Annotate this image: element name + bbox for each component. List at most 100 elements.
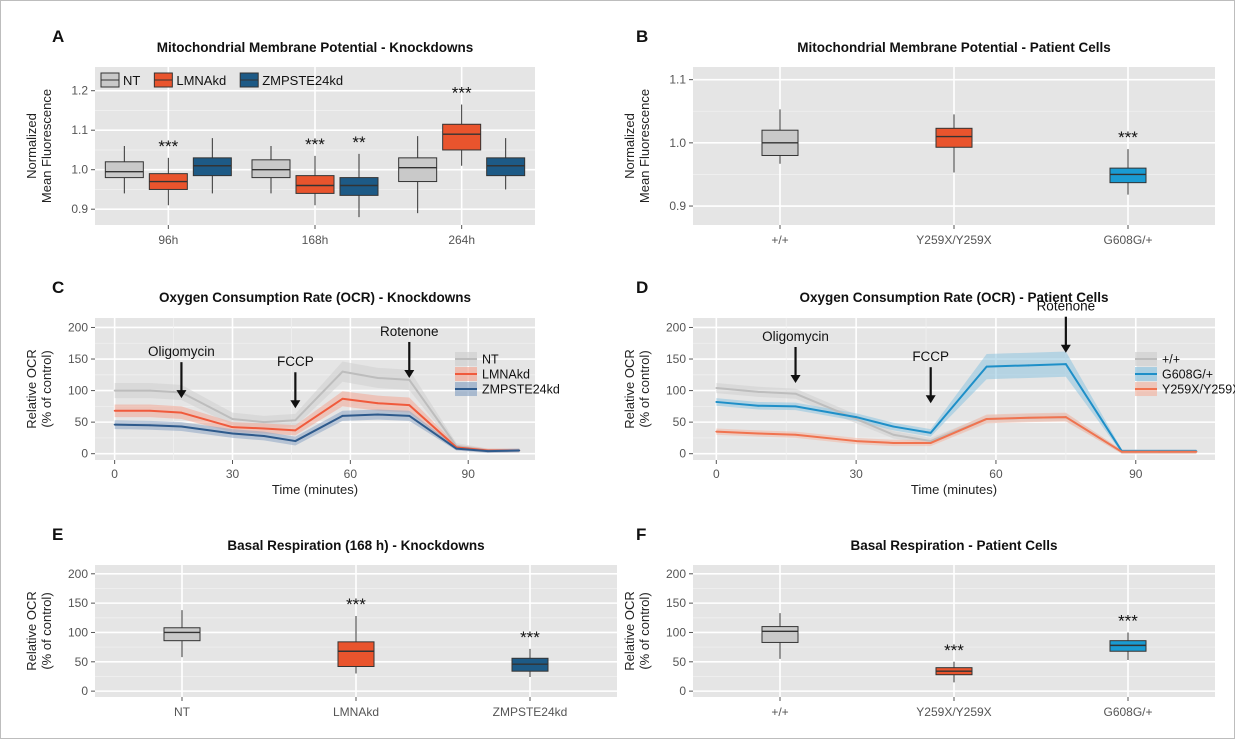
y-tick-label: 100 [68, 384, 88, 398]
panel-d: D Oxygen Consumption Rate (OCR) - Patient… [622, 278, 1235, 497]
series-point [341, 397, 344, 400]
series-point [294, 440, 297, 442]
series-point [794, 392, 797, 395]
series-point [263, 421, 265, 424]
series-point [1027, 364, 1030, 367]
significance-label: *** [1118, 128, 1138, 147]
x-tick-label: 264h [448, 233, 475, 247]
series-point [855, 416, 858, 418]
y-tick-label: 150 [68, 352, 88, 366]
annotation-arrow-head [404, 369, 415, 378]
series-point [376, 402, 379, 405]
legend-label: LMNAkd [176, 73, 226, 88]
series-point [757, 390, 760, 393]
annotation-arrow-head [925, 395, 936, 404]
series-band [114, 361, 520, 453]
series-band [716, 383, 1197, 454]
series-band [114, 391, 520, 453]
x-tick-label: LMNAkd [333, 705, 379, 719]
x-tick-label: 90 [462, 467, 476, 481]
y-tick-label: 100 [666, 384, 686, 398]
significance-label: ** [352, 133, 366, 152]
series-point [1064, 416, 1067, 418]
series-point [855, 440, 858, 442]
x-axis-title: Time (minutes) [911, 482, 997, 497]
y-tick-label: 0 [81, 447, 88, 461]
annotation-label: Rotenone [1037, 299, 1096, 314]
series-point [231, 426, 234, 429]
y-tick-label: 1.0 [71, 163, 88, 177]
series-point [929, 442, 932, 444]
panel-letter: C [52, 278, 64, 297]
y-axis-title: Relative OCR(% of control) [24, 591, 54, 670]
box-iqr [192, 157, 232, 177]
series-point [231, 418, 234, 420]
series-point [294, 429, 297, 432]
y-tick-label: 150 [666, 352, 686, 366]
y-tick-label: 200 [666, 567, 686, 581]
series-line [114, 397, 520, 452]
box-iqr [339, 177, 379, 196]
series-point [113, 409, 116, 412]
legend: +/+G608G/+Y259X/Y259X [1135, 352, 1235, 397]
series-point [757, 432, 760, 435]
y-axis-title-line: Normalized [24, 113, 39, 179]
panel-letter: E [52, 525, 63, 544]
series-point [294, 419, 297, 422]
series-point [180, 425, 183, 428]
x-tick-label: G608G/+ [1103, 705, 1152, 719]
legend-label: NT [123, 73, 140, 88]
series-point [715, 430, 718, 433]
series-point [149, 424, 151, 427]
x-tick-label: NT [174, 705, 191, 719]
y-tick-label: 0.9 [71, 202, 88, 216]
series-point [180, 411, 183, 414]
series-point [408, 378, 411, 381]
y-tick-label: 0 [679, 684, 686, 698]
significance-label: *** [520, 628, 540, 647]
significance-label: *** [346, 595, 366, 614]
series-point [985, 365, 988, 368]
y-axis-title-line: (% of control) [39, 350, 54, 427]
y-tick-label: 0.9 [669, 199, 686, 213]
series-point [518, 449, 521, 452]
series-point [1064, 363, 1067, 365]
series-line [716, 416, 1197, 453]
panel-letter: A [52, 27, 64, 46]
annotation-label: FCCP [912, 349, 949, 364]
y-tick-label: 0 [679, 447, 686, 461]
series-point [149, 409, 151, 412]
y-tick-label: 100 [666, 625, 686, 639]
panel-letter: B [636, 27, 648, 46]
series-point [715, 387, 718, 389]
y-tick-label: 50 [673, 415, 687, 429]
significance-label: *** [305, 135, 325, 154]
x-tick-label: 0 [111, 467, 118, 481]
annotation-label: FCCP [277, 354, 314, 369]
series-point [341, 414, 344, 417]
panel-a: A Mitochondrial Membrane Potential - Knoc… [24, 27, 535, 247]
panel-b: B Mitochondrial Membrane Potential - Pati… [622, 27, 1215, 247]
legend-label: ZMPSTE24kd [262, 73, 343, 88]
series-point [486, 450, 489, 453]
series-point [263, 427, 265, 430]
series-point [929, 431, 932, 434]
chart-title: Mitochondrial Membrane Potential - Patie… [797, 40, 1111, 55]
x-tick-label: +/+ [771, 233, 788, 247]
box-iqr [337, 641, 375, 667]
box-iqr [1109, 167, 1147, 184]
y-tick-label: 100 [68, 625, 88, 639]
significance-label: *** [452, 84, 472, 103]
x-tick-label: ZMPSTE24kd [493, 705, 568, 719]
x-tick-label: +/+ [771, 705, 788, 719]
y-axis-title-line: (% of control) [637, 350, 652, 427]
y-axis-title: Relative OCR(% of control) [622, 591, 652, 670]
x-tick-label: 30 [849, 467, 863, 481]
y-tick-label: 1.1 [71, 123, 88, 137]
y-tick-label: 200 [666, 320, 686, 334]
series-point [1027, 416, 1030, 419]
y-tick-label: 0 [81, 684, 88, 698]
chart-title: Oxygen Consumption Rate (OCR) - Knockdow… [159, 290, 471, 305]
x-tick-label: 60 [344, 467, 358, 481]
